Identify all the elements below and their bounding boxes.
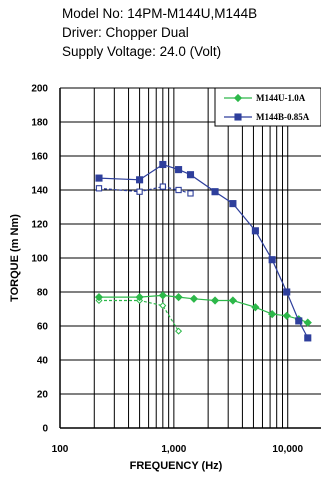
pullin-line	[98, 185, 191, 194]
y-tick-label: 180	[31, 118, 48, 129]
y-tick-label: 20	[37, 390, 49, 401]
legend-entry: M144B-0.85A	[224, 112, 310, 122]
pullout-point	[295, 317, 303, 325]
pullin-point	[95, 185, 103, 192]
pullout-point	[268, 256, 276, 264]
chart-header: Model No: 14PM-M144U,M144B Driver: Chopp…	[62, 4, 257, 61]
pullout-point	[94, 292, 104, 302]
pullin-point	[175, 186, 182, 194]
pullout-point	[229, 200, 237, 208]
series-m144b-0-85a	[95, 160, 312, 342]
pullout-point	[159, 160, 167, 169]
y-axis-title: TORQUE (m Nm)	[9, 214, 21, 302]
pullout-point	[186, 171, 195, 179]
pullout-point	[228, 296, 238, 305]
pullout-point	[135, 292, 144, 302]
pullout-line	[98, 163, 309, 339]
legend-label: M144B-0.85A	[256, 112, 310, 122]
pullout-point	[175, 166, 183, 174]
driver-info: Driver: Chopper Dual	[62, 25, 189, 40]
series-m144u-1-0a	[94, 291, 312, 335]
pullout-point	[304, 334, 312, 342]
pullin-point	[187, 190, 194, 197]
legend-marker	[234, 113, 242, 121]
y-tick-label: 160	[31, 152, 48, 163]
pullout-point	[282, 311, 291, 320]
supply-voltage: Supply Voltage: 24.0 (Volt)	[62, 44, 222, 59]
y-tick-label: 120	[31, 220, 48, 231]
pullout-point	[251, 227, 259, 235]
pullout-point	[158, 291, 167, 300]
x-tick-label: 1,000	[161, 444, 186, 455]
tick-labels: 0 20 40 60 80 100 120 140 160 180 200 100 1,000 10,00…	[31, 84, 303, 456]
x-tick-label: 100	[52, 444, 69, 455]
pullout-point	[189, 294, 199, 303]
pullin-point	[159, 302, 167, 310]
y-tick-label: 140	[31, 186, 48, 197]
pullin-point	[159, 183, 166, 190]
series-layer	[94, 160, 312, 342]
pullout-point	[174, 292, 183, 302]
grid	[59, 87, 321, 429]
y-tick-label: 80	[37, 288, 49, 299]
y-tick-label: 60	[37, 322, 49, 333]
pullout-point	[136, 176, 144, 184]
x-axis-title: FREQUENCY (Hz)	[130, 460, 223, 472]
pullout-point	[268, 309, 277, 319]
y-tick-label: 0	[42, 424, 48, 435]
pullout-point	[283, 288, 291, 296]
pullout-point	[303, 318, 312, 327]
x-tick-label: 10,000	[272, 444, 303, 455]
legend: M144U-1.0A M144B-0.85A	[214, 87, 321, 127]
pullin-line	[98, 299, 180, 332]
legend-marker	[233, 93, 243, 103]
pullout-point	[210, 296, 220, 305]
pullin-point	[175, 327, 183, 335]
y-tick-label: 40	[37, 356, 49, 367]
pullout-point	[95, 174, 103, 182]
y-tick-label: 200	[31, 84, 48, 95]
legend-entry: M144U-1.0A	[224, 93, 306, 103]
legend-label: M144U-1.0A	[256, 93, 306, 103]
pullout-point	[211, 188, 219, 196]
legend-box	[214, 87, 321, 127]
pullout-point	[251, 303, 260, 312]
model-number: Model No: 14PM-M144U,M144B	[62, 6, 258, 21]
y-tick-label: 100	[31, 254, 48, 265]
pullin-point	[136, 188, 143, 195]
